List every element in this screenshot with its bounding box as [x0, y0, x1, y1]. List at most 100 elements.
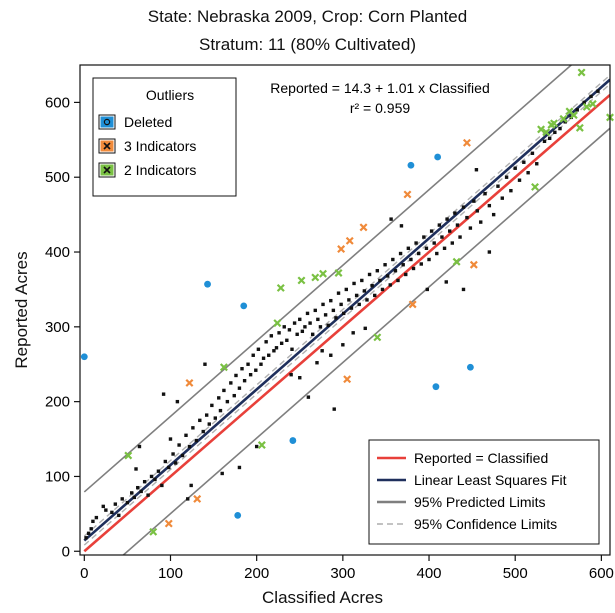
- data-point: [389, 217, 393, 221]
- data-point: [404, 272, 408, 277]
- data-point: [310, 332, 315, 337]
- data-point: [475, 209, 479, 213]
- 2-indicators-outlier-point: [588, 99, 597, 108]
- data-point: [125, 500, 130, 505]
- data-point: [84, 536, 88, 540]
- x-axis-title: Classified Acres: [262, 588, 383, 607]
- 2-indicators-outlier-point: [334, 268, 343, 277]
- data-point: [184, 433, 188, 438]
- data-point: [237, 465, 242, 470]
- data-point: [130, 491, 134, 495]
- 2-indicators-outlier-point: [124, 451, 133, 460]
- x-tick-label: 300: [330, 565, 355, 582]
- 2-indicators-outlier-point: [276, 283, 285, 292]
- data-point: [388, 283, 392, 287]
- data-point: [254, 368, 258, 372]
- deleted-outlier-point: [289, 437, 297, 444]
- data-point: [246, 362, 250, 366]
- data-point: [161, 392, 166, 396]
- 2-indicators-outlier-point: [273, 319, 282, 328]
- data-point: [440, 235, 444, 239]
- data-point: [396, 278, 400, 283]
- circle-marker-icon: [103, 118, 111, 126]
- y-tick-label: 0: [62, 543, 70, 560]
- y-tick-label: 600: [45, 94, 70, 111]
- 3-indicators-outlier-point: [343, 375, 352, 384]
- data-point: [175, 399, 180, 404]
- data-point: [232, 393, 236, 398]
- data-point: [117, 513, 121, 518]
- x-tick-label: 600: [589, 565, 614, 582]
- data-point: [461, 287, 466, 292]
- axis-ticks: 0 100 200 300 400 500 600 0 100 200 300 400 500 600: [45, 94, 614, 582]
- data-point: [509, 188, 513, 193]
- data-point: [313, 308, 317, 313]
- data-point: [455, 223, 460, 227]
- data-point: [422, 235, 426, 239]
- data-point: [285, 338, 289, 342]
- data-point: [240, 367, 244, 371]
- data-point: [113, 502, 118, 506]
- 3-indicators-outlier-point: [359, 223, 368, 232]
- data-point: [323, 313, 328, 317]
- data-point: [186, 497, 190, 501]
- data-point: [398, 251, 403, 256]
- data-point: [491, 212, 496, 217]
- data-point: [360, 278, 364, 283]
- 3-indicators-outlier-point: [403, 190, 412, 199]
- legend-swatch-fill: [100, 116, 114, 128]
- data-point: [461, 205, 466, 209]
- data-point: [274, 346, 279, 350]
- data-point: [201, 429, 205, 434]
- data-point: [435, 251, 439, 256]
- data-point: [427, 257, 431, 262]
- data-point: [487, 250, 492, 254]
- data-point: [229, 381, 233, 385]
- data-point: [256, 347, 261, 351]
- 3-indicators-outlier-point: [164, 519, 173, 528]
- data-point: [259, 362, 263, 366]
- deleted-outlier-point: [80, 353, 88, 361]
- data-point: [334, 316, 338, 320]
- deleted-outlier-point: [234, 511, 242, 519]
- line-legend-label: Reported = Classified: [414, 450, 548, 466]
- data-point: [213, 416, 218, 420]
- x-tick-label: 400: [417, 565, 442, 582]
- upper-predicted-limit-line: [83, 65, 573, 493]
- data-point: [146, 493, 150, 497]
- 3-indicators-outlier-point: [345, 236, 354, 245]
- data-point: [110, 510, 114, 515]
- outliers-legend-title: Outliers: [146, 87, 194, 103]
- data-point: [320, 349, 324, 353]
- data-point: [331, 308, 336, 313]
- line-legend-label: Linear Least Squares Fit: [414, 472, 567, 488]
- data-point: [445, 217, 449, 221]
- upper-confidence-limit-line: [83, 74, 610, 537]
- data-point: [305, 311, 310, 316]
- data-point: [180, 453, 185, 458]
- outlier-legend-label: Deleted: [124, 114, 172, 130]
- data-point: [547, 136, 552, 141]
- data-point: [153, 477, 157, 482]
- data-point: [479, 220, 483, 224]
- data-point: [522, 160, 526, 164]
- data-point: [391, 257, 395, 262]
- data-point: [582, 100, 586, 105]
- data-point: [149, 474, 154, 479]
- data-point: [136, 485, 140, 490]
- data-point: [137, 444, 142, 449]
- data-point: [287, 328, 292, 332]
- data-point: [163, 459, 168, 464]
- 3-indicators-outlier-point: [337, 245, 346, 254]
- data-point: [329, 353, 333, 357]
- data-points: [80, 68, 614, 540]
- 2-indicators-outlier-point: [219, 363, 228, 372]
- outlier-legend-label: 3 Indicators: [124, 138, 196, 154]
- data-point: [89, 527, 93, 531]
- data-point: [378, 278, 382, 283]
- data-point: [321, 302, 325, 307]
- data-point: [437, 223, 442, 227]
- deleted-outlier-point: [240, 302, 248, 310]
- 2-indicators-outlier-point: [582, 102, 591, 111]
